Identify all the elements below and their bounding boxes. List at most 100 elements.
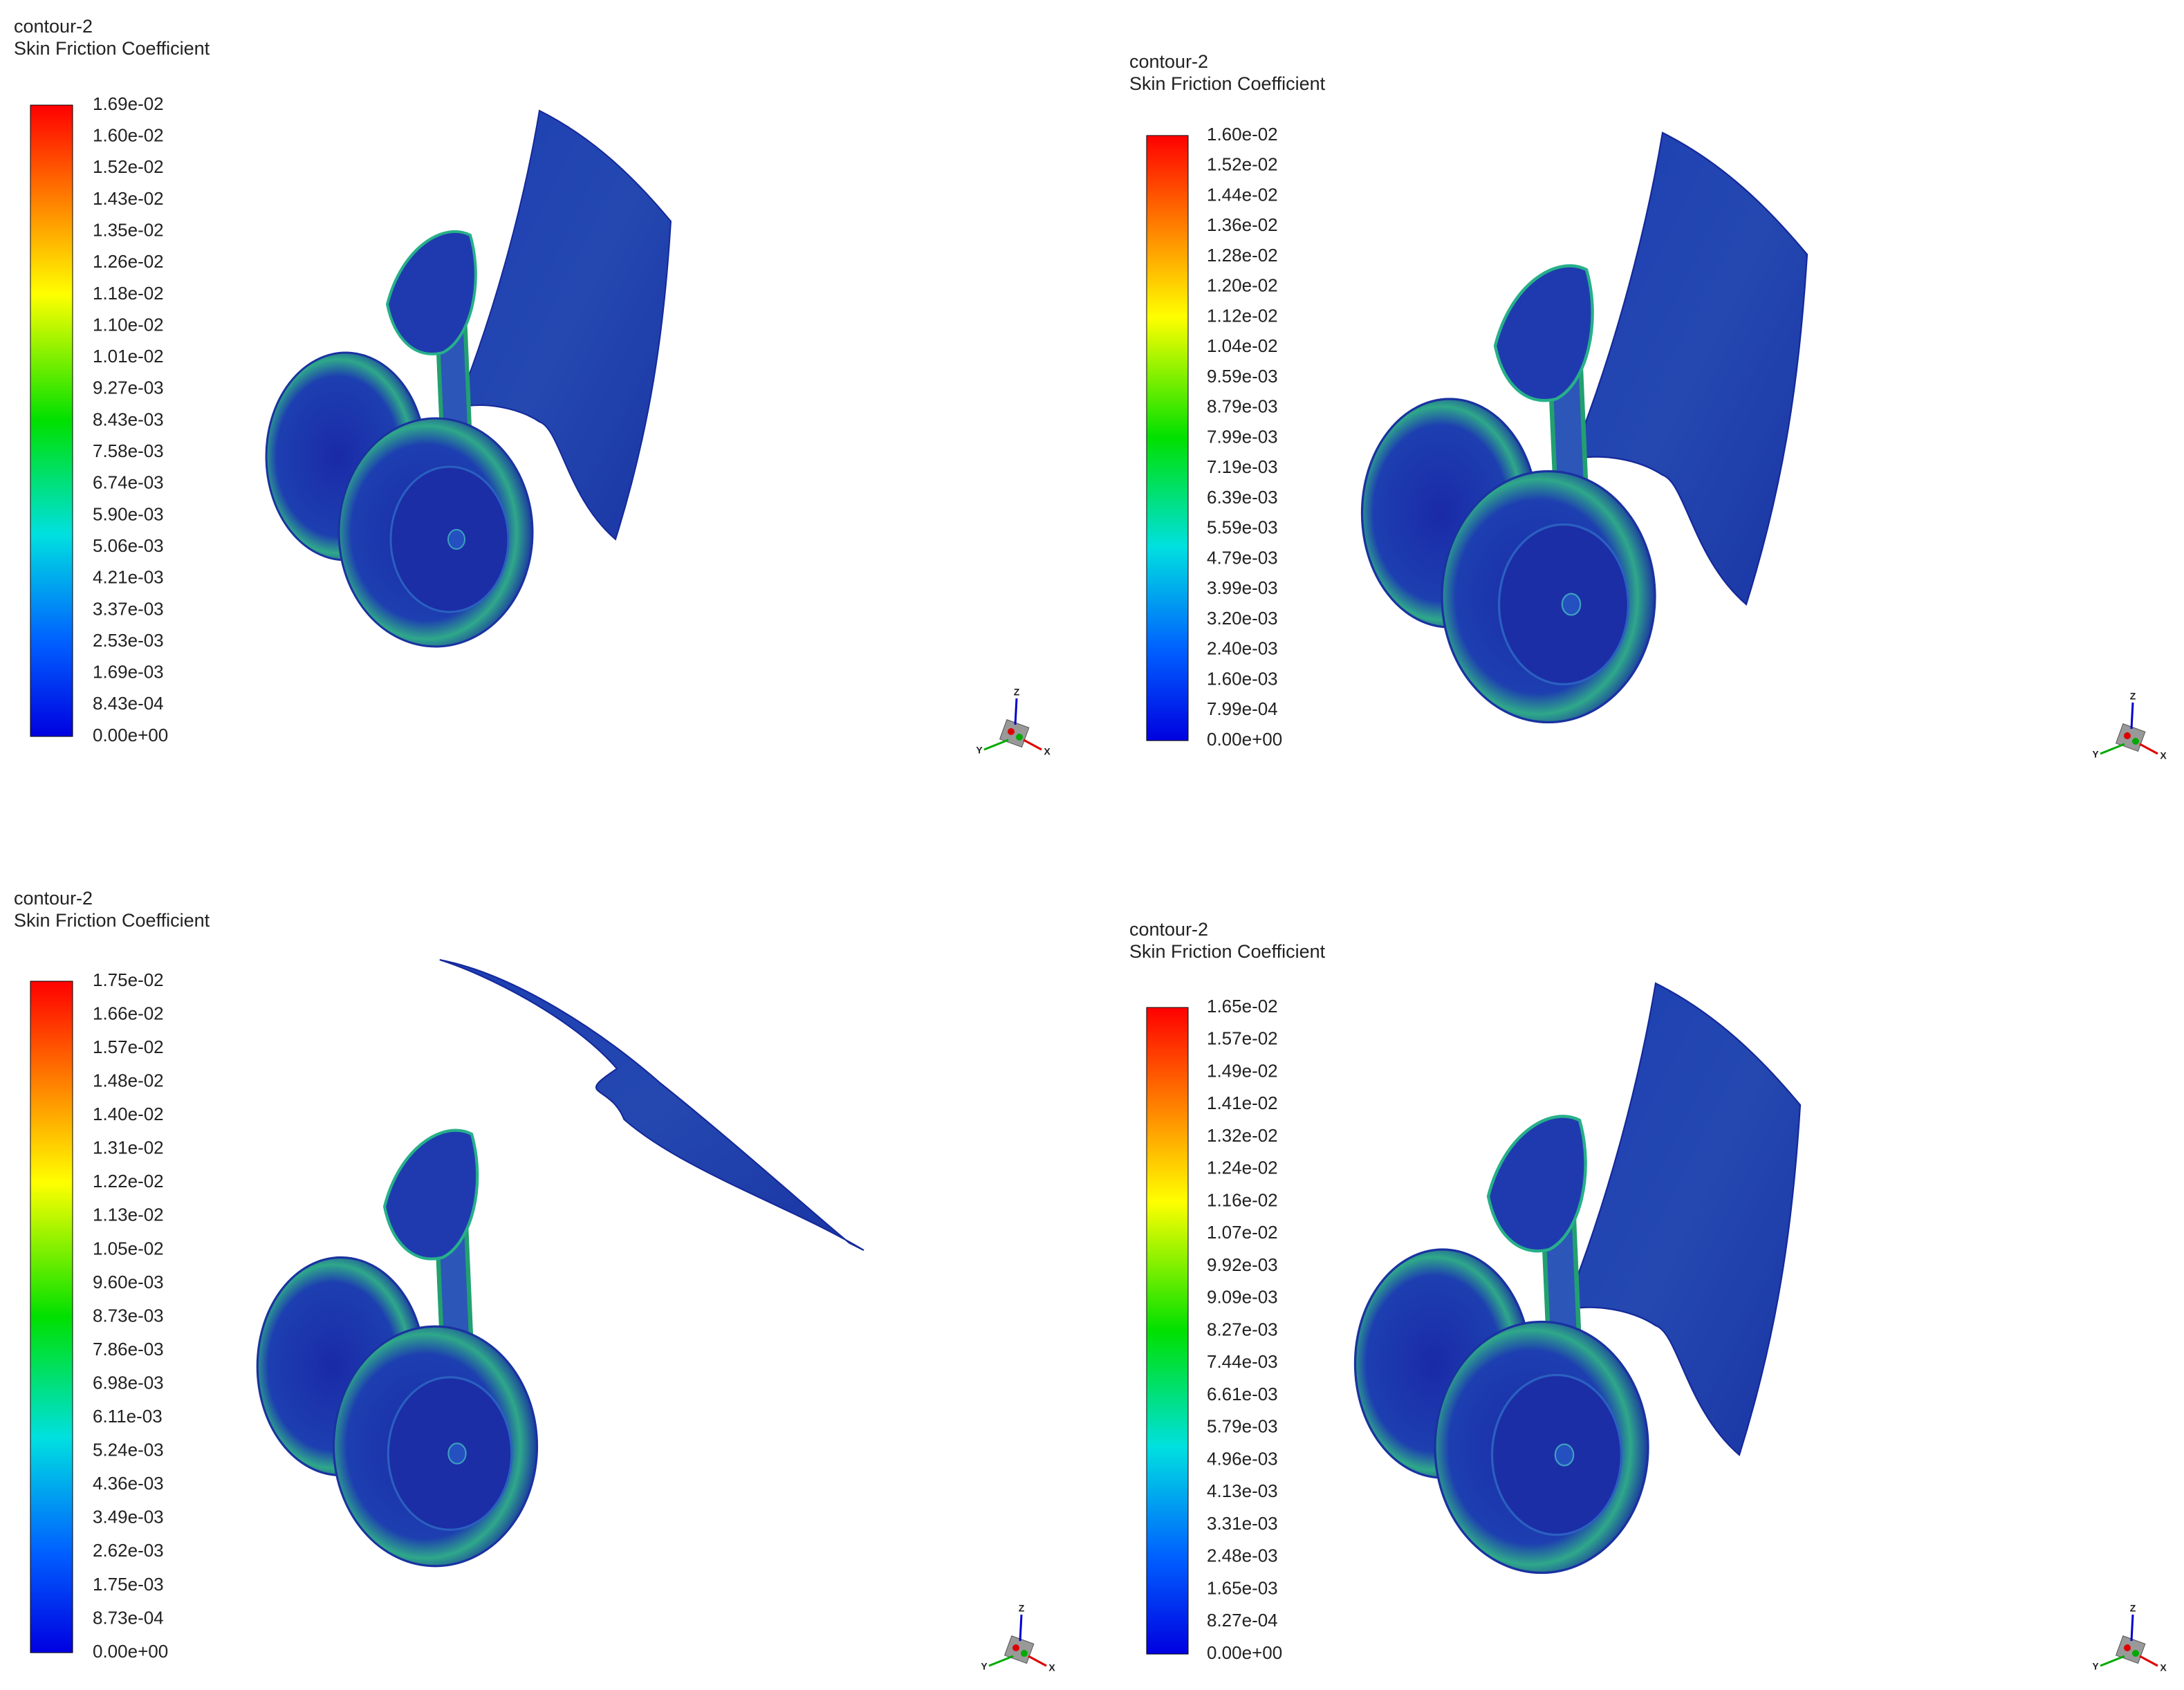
triad-axis — [2139, 1655, 2158, 1667]
colorbar-label: 0.00e+00 — [1207, 729, 1282, 750]
colorbar-label: 1.41e-02 — [1207, 1093, 1278, 1113]
triad-dot — [2124, 1644, 2131, 1651]
colorbar-label: 2.48e-03 — [1207, 1545, 1278, 1566]
triad-axis — [988, 1655, 1014, 1667]
axis-label: X — [1048, 1662, 1055, 1673]
colorbar-label: 4.21e-03 — [93, 567, 164, 588]
colorbar-label: 1.31e-02 — [93, 1138, 164, 1158]
colorbar — [30, 981, 73, 1653]
colorbar-label: 1.05e-02 — [93, 1238, 164, 1259]
colorbar-label: 7.99e-03 — [1207, 426, 1278, 447]
colorbar-label: 6.11e-03 — [93, 1406, 163, 1427]
axis-label: Z — [1014, 687, 1020, 698]
triad-axis — [2100, 1655, 2125, 1667]
triad-dot — [1012, 1644, 1019, 1651]
colorbar — [1146, 135, 1189, 741]
triad-dot — [1021, 1650, 1028, 1657]
colorbar-label: 5.06e-03 — [93, 535, 164, 556]
axis-label: Y — [2092, 1661, 2099, 1672]
colorbar-label: 1.01e-02 — [93, 346, 164, 366]
colorbar-label: 1.10e-02 — [93, 314, 164, 335]
colorbar-label: 1.60e-02 — [93, 125, 164, 146]
colorbar-label: 9.27e-03 — [93, 378, 164, 398]
colorbar-label: 1.57e-02 — [93, 1037, 164, 1057]
colorbar-label: 4.96e-03 — [1207, 1448, 1278, 1469]
colorbar-label: 1.60e-03 — [1207, 668, 1278, 689]
colorbar-label: 4.79e-03 — [1207, 547, 1278, 568]
colorbar-label: 1.04e-02 — [1207, 335, 1278, 356]
colorbar-label: 8.27e-03 — [1207, 1319, 1278, 1339]
colorbar-label: 9.59e-03 — [1207, 366, 1278, 387]
colorbar-label: 8.43e-04 — [93, 693, 164, 714]
colorbar-label: 1.52e-02 — [93, 156, 164, 177]
colorbar-label: 1.49e-02 — [1207, 1060, 1278, 1081]
door-flap — [455, 109, 672, 541]
strut-upper — [382, 1129, 479, 1261]
strut-upper — [1486, 1115, 1587, 1253]
colorbar-label: 9.92e-03 — [1207, 1254, 1278, 1275]
colorbar-label: 9.09e-03 — [1207, 1287, 1278, 1308]
colorbar-label: 1.44e-02 — [1207, 184, 1278, 205]
colorbar-label: 1.32e-02 — [1207, 1125, 1278, 1146]
axis-label: Y — [976, 745, 983, 756]
colorbar-label: 1.60e-02 — [1207, 124, 1278, 145]
colorbar-label: 6.74e-03 — [93, 472, 164, 493]
colorbar-label: 4.13e-03 — [1207, 1480, 1278, 1501]
axis-label: Z — [1019, 1603, 1025, 1614]
colorbar-label: 5.79e-03 — [1207, 1416, 1278, 1437]
colorbar-label: 9.60e-03 — [93, 1272, 164, 1292]
door-flap — [1563, 982, 1802, 1456]
landing-gear-render — [256, 958, 864, 1568]
triad-axis — [1023, 739, 1042, 751]
colorbar-label: 8.43e-03 — [93, 409, 164, 429]
colorbar-label: 7.86e-03 — [93, 1339, 164, 1359]
colorbar-label: 7.58e-03 — [93, 440, 164, 461]
colorbar-label: 3.49e-03 — [93, 1507, 164, 1528]
triad-axis — [1019, 1614, 1023, 1642]
axis-label: Z — [2130, 691, 2136, 702]
panel-subtitle: Skin Friction Coefficient — [1129, 941, 1326, 962]
colorbar-label: 8.27e-04 — [1207, 1610, 1278, 1631]
wheel-hub — [1554, 1443, 1575, 1467]
colorbar-label: 1.69e-03 — [93, 662, 164, 682]
panel-title: contour-2 — [14, 888, 93, 909]
panel-subtitle: Skin Friction Coefficient — [14, 910, 210, 931]
colorbar-label: 1.28e-02 — [1207, 245, 1278, 266]
panel-title: contour-2 — [1129, 51, 1208, 72]
strut-upper — [385, 230, 477, 355]
colorbar-label: 1.07e-02 — [1207, 1222, 1278, 1243]
triad-dot — [2132, 1650, 2139, 1657]
colorbar-label: 5.90e-03 — [93, 503, 164, 524]
landing-gear-render — [1353, 982, 1802, 1575]
colorbar-label: 3.99e-03 — [1207, 577, 1278, 598]
colorbar-label: 1.66e-02 — [93, 1003, 164, 1023]
axis-label: Y — [2092, 749, 2099, 760]
colorbar-label: 2.62e-03 — [93, 1540, 164, 1561]
colorbar — [30, 104, 73, 737]
colorbar-label: 1.22e-02 — [93, 1171, 164, 1191]
panel-subtitle: Skin Friction Coefficient — [14, 38, 210, 59]
colorbar-label: 7.44e-03 — [1207, 1351, 1278, 1372]
axis-label: X — [2160, 750, 2167, 761]
door-flap — [1570, 131, 1808, 606]
colorbar-label: 1.35e-02 — [93, 219, 164, 240]
colorbar-label: 1.12e-02 — [1207, 305, 1278, 326]
triad-dot — [1016, 734, 1023, 741]
landing-gear-render — [1360, 131, 1808, 724]
triad-axis — [1014, 698, 1018, 725]
triad-axis — [1028, 1655, 1047, 1667]
colorbar-label: 1.43e-02 — [93, 188, 164, 209]
colorbar-label: 7.19e-03 — [1207, 456, 1278, 477]
axis-label: Z — [2130, 1603, 2136, 1614]
wheel-hub — [447, 529, 465, 550]
colorbar-label: 8.79e-03 — [1207, 396, 1278, 417]
panel-title: contour-2 — [1129, 919, 1208, 940]
colorbar-label: 1.57e-02 — [1207, 1028, 1278, 1049]
door-flap — [439, 958, 864, 1251]
axis-label: X — [1044, 746, 1051, 757]
landing-gear-render — [265, 109, 672, 648]
colorbar-label: 6.98e-03 — [93, 1372, 164, 1393]
colorbar-label: 1.20e-02 — [1207, 275, 1278, 296]
